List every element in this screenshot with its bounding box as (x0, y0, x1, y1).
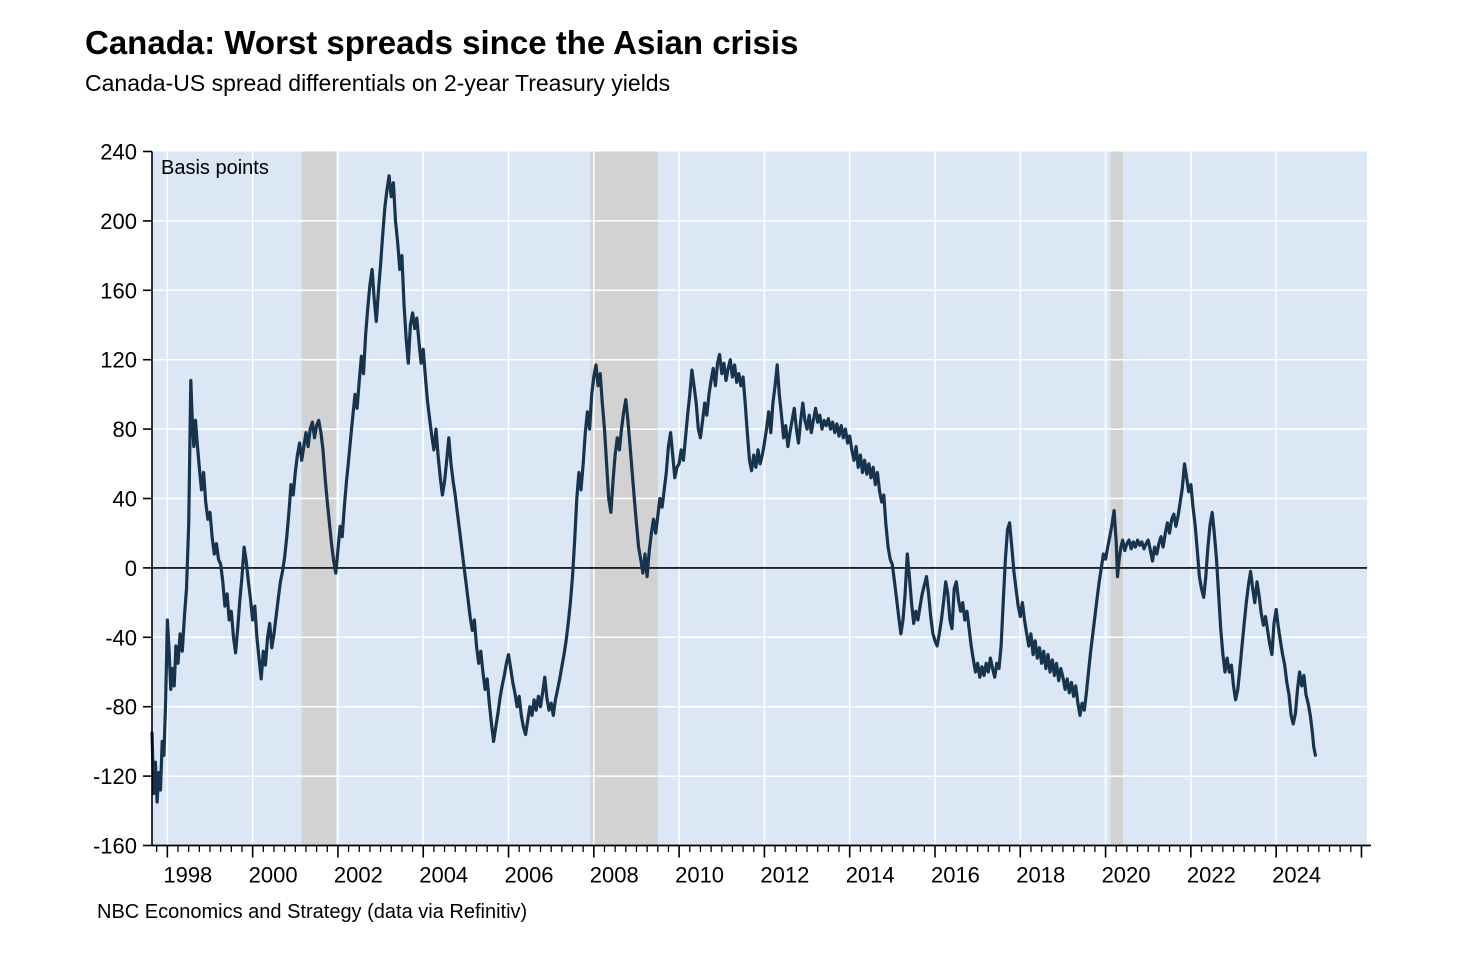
x-tick-label: 2004 (419, 863, 468, 888)
source-note: NBC Economics and Strategy (data via Ref… (97, 901, 528, 923)
x-tick-label: 2022 (1187, 863, 1236, 888)
y-tick-label: -40 (105, 625, 137, 650)
chart-subtitle: Canada-US spread differentials on 2-year… (85, 70, 671, 96)
y-tick-label: 240 (100, 140, 137, 165)
x-tick-label: 1998 (163, 863, 212, 888)
x-tick-label: 2000 (249, 863, 298, 888)
y-axis-unit-label: Basis points (161, 157, 269, 179)
y-tick-label: 160 (100, 278, 137, 303)
y-tick-label: -160 (93, 834, 137, 859)
y-tick-label: 80 (113, 417, 137, 442)
x-tick-label: 2024 (1272, 863, 1321, 888)
x-tick-label: 2010 (675, 863, 724, 888)
y-tick-label: 40 (113, 487, 137, 512)
y-tick-label: -120 (93, 764, 137, 789)
y-tick-label: -80 (105, 695, 137, 720)
y-tick-label: 200 (100, 209, 137, 234)
x-tick-label: 2006 (505, 863, 554, 888)
x-tick-label: 2012 (760, 863, 809, 888)
spread-line (150, 174, 1318, 804)
y-tick-label: 120 (100, 348, 137, 373)
x-tick-label: 2018 (1016, 863, 1065, 888)
x-tick-label: 2008 (590, 863, 639, 888)
x-tick-label: 2014 (846, 863, 895, 888)
page-title: Canada: Worst spreads since the Asian cr… (85, 24, 799, 61)
x-tick-label: 2016 (931, 863, 980, 888)
x-tick-label: 2002 (334, 863, 383, 888)
x-tick-label: 2020 (1102, 863, 1151, 888)
y-tick-label: 0 (125, 556, 137, 581)
